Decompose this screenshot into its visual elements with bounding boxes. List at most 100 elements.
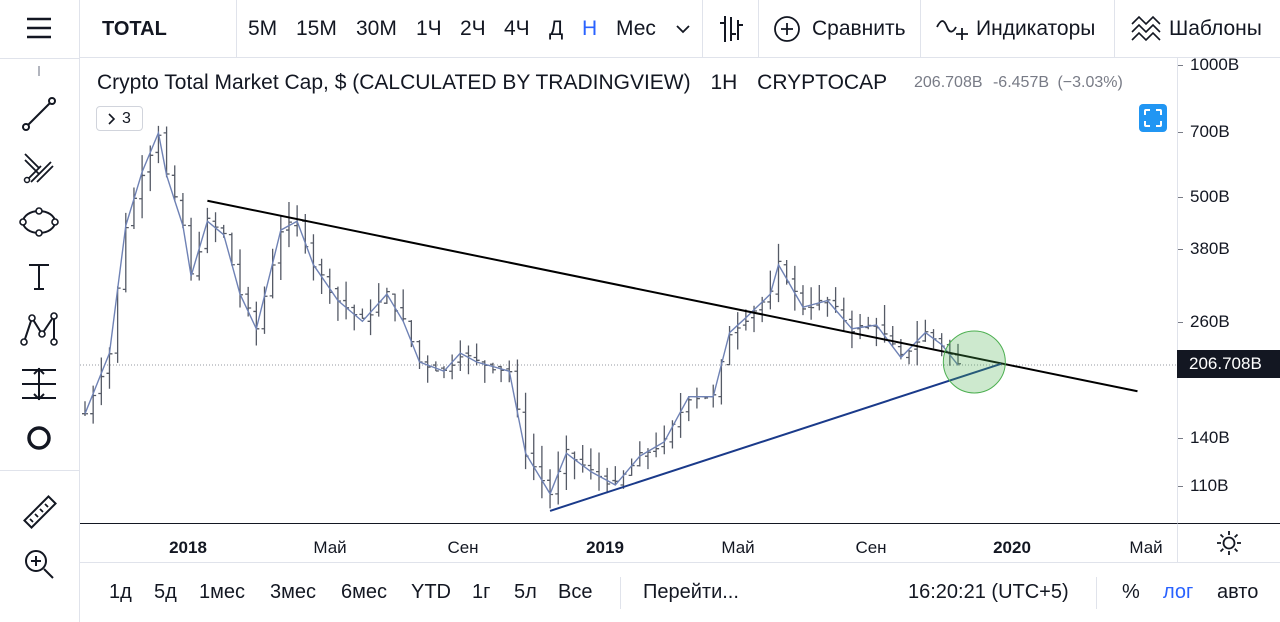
auto-scale-toggle[interactable]: авто (1217, 581, 1259, 603)
ohlc-bar (742, 309, 749, 331)
ohlc-bar (661, 425, 668, 455)
ohlc-bar (693, 387, 700, 409)
ohlc-bar (734, 312, 741, 350)
ohlc-bar (579, 445, 586, 473)
ohlc-bar (196, 231, 203, 281)
log-scale-toggle[interactable]: лог (1163, 581, 1194, 603)
ruler-icon[interactable] (14, 490, 64, 534)
support-trendline[interactable] (549, 362, 1002, 512)
range-5d[interactable]: 5д (154, 581, 177, 603)
time-tick: 2019 (586, 538, 624, 557)
interval-5m[interactable]: 5M (248, 17, 278, 40)
toolbar-divider (0, 58, 80, 59)
time-tick: Май (1129, 538, 1163, 557)
pattern-icon[interactable] (14, 306, 64, 350)
time-tick: Май (721, 538, 755, 557)
ohlc-bar (596, 452, 603, 491)
interval-30m[interactable]: 30M (356, 17, 397, 40)
ohlc-bar (538, 445, 545, 499)
scroll-indicator (38, 66, 40, 76)
chevron-right-icon (108, 112, 116, 125)
ohlc-bar (653, 432, 660, 458)
range-3m[interactable]: 3мес (270, 581, 316, 603)
interval-day[interactable]: Д (549, 17, 564, 40)
ohlc-bar (90, 385, 97, 424)
time-tick: Сен (447, 538, 479, 557)
clock-timezone-button[interactable]: 16:20:21 (UTC+5) (908, 581, 1069, 603)
range-all[interactable]: Все (558, 581, 593, 603)
legend-symbol-title: Crypto Total Market Cap, $ (CALCULATED B… (97, 71, 691, 94)
toolbar-divider (1096, 577, 1097, 609)
highlight-circle[interactable] (942, 330, 1006, 394)
circle-icon[interactable] (14, 416, 64, 460)
resistance-trendline[interactable] (207, 199, 1138, 393)
range-ytd[interactable]: YTD (411, 581, 451, 603)
toolbar-divider (758, 0, 759, 58)
templates-icon (1131, 15, 1161, 42)
plus-circle-icon (774, 16, 800, 42)
ellipse-icon[interactable] (14, 200, 64, 244)
symbol-search-button[interactable]: TOTAL (102, 17, 167, 40)
menu-icon[interactable] (14, 6, 64, 50)
ohlc-bar (530, 433, 537, 481)
indicators-collapse-toggle[interactable]: 3 (96, 106, 143, 131)
chart-pane[interactable]: Crypto Total Market Cap, $ (CALCULATED B… (80, 58, 1177, 523)
price-axis[interactable]: 1000B 700B 500B 380B 260B 140B 110B (1177, 55, 1280, 523)
interval-month[interactable]: Мес (616, 17, 656, 40)
ohlc-bar (685, 396, 692, 422)
percent-scale-toggle[interactable]: % (1122, 581, 1140, 603)
indicators-label: Индикаторы (976, 17, 1096, 40)
interval-week[interactable]: Н (582, 17, 598, 40)
ohlc-bar (587, 448, 594, 480)
ohlc-bar (351, 304, 358, 331)
toolbar-divider (920, 0, 921, 58)
ohlc-bar (457, 340, 464, 371)
chart-type-bars-icon[interactable] (718, 0, 744, 58)
ohlc-bar (563, 435, 570, 491)
ohlc-bar (383, 287, 390, 304)
toolbar-divider (236, 0, 237, 58)
fullscreen-button[interactable] (1139, 104, 1167, 132)
ohlc-bar (367, 299, 374, 336)
ohlc-bar (228, 232, 235, 266)
axis-settings-button[interactable] (1177, 523, 1280, 563)
range-6m[interactable]: 6мес (341, 581, 387, 603)
indicators-icon (936, 20, 968, 40)
text-icon[interactable] (14, 254, 64, 298)
trend-line-icon[interactable] (14, 92, 64, 136)
compare-button[interactable]: Сравнить (772, 0, 906, 58)
measure-icon[interactable] (14, 362, 64, 406)
pitchfork-icon[interactable] (14, 146, 64, 190)
time-tick: 2020 (993, 538, 1031, 557)
chevron-down-icon[interactable] (676, 0, 690, 58)
indicators-button[interactable]: Индикаторы (936, 0, 1095, 58)
price-chart[interactable] (80, 58, 1177, 523)
ohlc-bar (571, 451, 578, 480)
range-5y[interactable]: 5л (514, 581, 537, 603)
ohlc-bar (881, 304, 888, 343)
ohlc-bar (889, 326, 896, 346)
indicators-count: 3 (122, 109, 131, 127)
time-axis[interactable]: 2018 Май Сен 2019 Май Сен 2020 Май (80, 523, 1177, 563)
legend-price: 206.708B (914, 74, 983, 91)
ohlc-bar (636, 441, 643, 467)
ohlc-bar (808, 287, 815, 320)
interval-2h[interactable]: 2Ч (460, 17, 486, 40)
ohlc-bar (400, 289, 407, 322)
interval-15m[interactable]: 15M (296, 17, 337, 40)
time-tick: Сен (855, 538, 887, 557)
ohlc-bar (922, 319, 929, 342)
interval-4h[interactable]: 4Ч (504, 17, 530, 40)
ohlc-bar (163, 126, 170, 178)
interval-1h[interactable]: 1Ч (416, 17, 442, 40)
ohlc-bar (343, 281, 350, 320)
range-1y[interactable]: 1г (472, 581, 491, 603)
goto-date-button[interactable]: Перейти... (643, 581, 739, 603)
legend-change-percent: (−3.03%) (1057, 74, 1123, 91)
zoom-in-icon[interactable] (14, 542, 64, 586)
range-1d[interactable]: 1д (109, 581, 132, 603)
range-1m[interactable]: 1мес (199, 581, 245, 603)
legend-change: -6.457B (992, 74, 1050, 91)
templates-button[interactable]: Шаблоны (1130, 0, 1262, 58)
